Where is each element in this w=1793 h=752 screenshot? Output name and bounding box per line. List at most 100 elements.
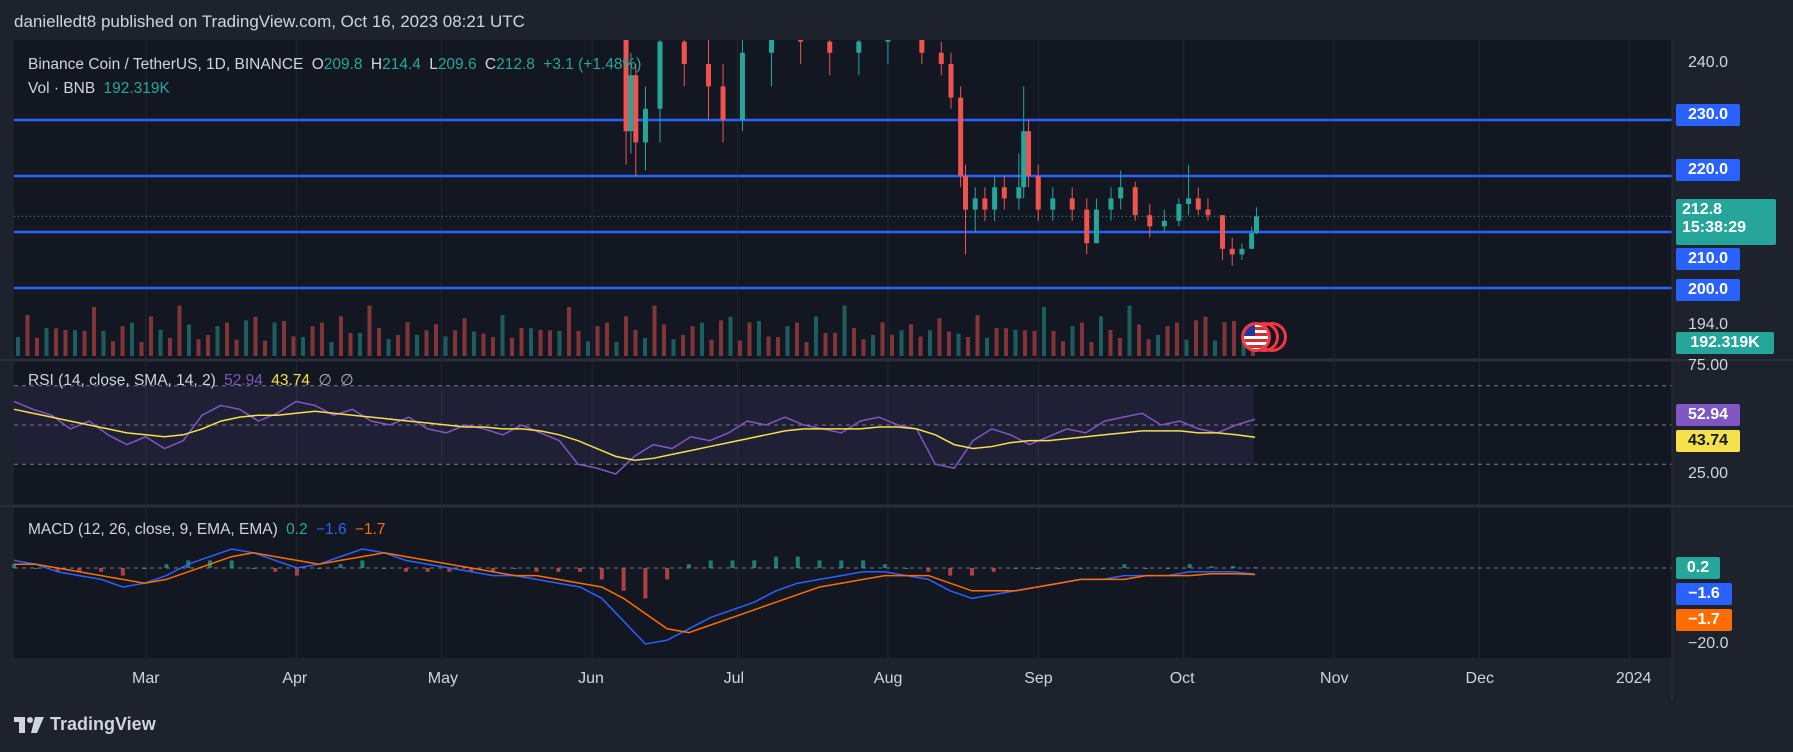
macd-signal-value: −1.7	[354, 521, 386, 538]
volume-bar	[253, 316, 258, 356]
volume-bar	[947, 331, 951, 356]
volume-bar	[168, 338, 172, 356]
candle-body	[885, 40, 891, 42]
volume-bar	[1137, 324, 1141, 356]
candle-body	[1016, 187, 1022, 199]
volume-bar	[1222, 322, 1227, 356]
candle-body	[1108, 198, 1114, 210]
volume-tag[interactable]: 192.319K	[1676, 332, 1774, 354]
time-axis-label: 2024	[1615, 670, 1652, 687]
volume-bar	[443, 336, 448, 356]
macd-hist-bar	[643, 568, 648, 599]
us-flag-graphic	[1244, 325, 1268, 349]
candle-body	[827, 41, 833, 53]
volume-bar	[377, 328, 381, 356]
volume-label[interactable]: Vol · BNB	[28, 80, 96, 97]
volume-bar	[738, 340, 742, 356]
candle-body	[1249, 233, 1255, 249]
volume-bar	[595, 326, 600, 356]
volume-bar	[1051, 330, 1056, 356]
volume-bar	[728, 316, 733, 356]
us-flag-icon[interactable]	[1241, 322, 1271, 352]
macd-hist-bar	[817, 560, 822, 568]
candle-body	[938, 52, 944, 64]
volume-bar	[16, 337, 20, 356]
macd-hist-bar	[730, 560, 735, 568]
volume-bar	[918, 336, 923, 356]
volume-bar	[538, 329, 543, 356]
rsi-value: 52.94	[224, 372, 263, 389]
time-axis-label: Mar	[132, 670, 160, 687]
volume-bar	[994, 328, 999, 356]
volume-bar	[187, 324, 191, 356]
candle-countdown: 15:38:29	[1682, 219, 1747, 236]
volume-bar	[111, 341, 115, 356]
macd-label[interactable]: MACD (12, 26, close, 9, EMA, EMA)	[28, 521, 278, 538]
macd-hist-bar	[1057, 568, 1062, 569]
macd-hist-bar	[926, 568, 931, 572]
candle-body	[1069, 198, 1075, 210]
macd-hist-bar	[795, 556, 800, 568]
symbol-label[interactable]: Binance Coin / TetherUS, 1D, BINANCE	[28, 56, 304, 73]
macd-signal-tag[interactable]: −1.7	[1676, 609, 1732, 631]
volume-bar	[624, 316, 628, 356]
volume-bar	[73, 330, 77, 356]
volume-bar	[1089, 342, 1094, 356]
volume-bar	[1004, 328, 1008, 356]
time-axis-label: Sep	[1024, 670, 1053, 687]
macd-hist-bar	[1035, 568, 1040, 569]
macd-hist-bar	[1100, 568, 1105, 569]
footer-brand[interactable]: TradingView	[14, 714, 156, 735]
rsi-sma-tag[interactable]: 43.74	[1676, 430, 1740, 452]
volume-bar	[1061, 341, 1065, 356]
volume-bar	[747, 322, 752, 356]
volume-bar	[92, 307, 96, 356]
volume-bar	[871, 335, 875, 356]
rsi-line	[13, 400, 1256, 475]
level-tag-200[interactable]: 200.0	[1676, 279, 1740, 301]
volume-bar	[1146, 339, 1151, 356]
time-axis-label: Dec	[1465, 670, 1494, 687]
volume-bar	[263, 340, 267, 356]
rsi-tag[interactable]: 52.94	[1676, 404, 1740, 426]
high-label: H	[370, 56, 383, 73]
candle-body	[948, 64, 954, 98]
volume-bar	[481, 333, 486, 356]
volume-bar	[567, 307, 571, 356]
time-axis-label: May	[427, 670, 459, 687]
volume-bar	[301, 337, 305, 356]
open-value: 209.8	[323, 56, 363, 73]
volume-bar	[766, 336, 771, 356]
macd-hist-bar	[273, 568, 278, 572]
macd-hist-bar	[490, 568, 495, 572]
price-pane	[14, 40, 1672, 358]
macd-hist-bar	[12, 564, 16, 568]
close-value: 212.8	[496, 56, 535, 73]
level-tag-230[interactable]: 230.0	[1676, 104, 1740, 126]
volume-bar	[1127, 305, 1132, 356]
candle-body	[739, 52, 745, 120]
time-axis-label: Nov	[1320, 670, 1349, 687]
volume-bar	[605, 322, 609, 356]
level-tag-220[interactable]: 220.0	[1676, 159, 1740, 181]
macd-hist-tag[interactable]: 0.2	[1676, 557, 1720, 579]
volume-legend: Vol · BNB 192.319K	[28, 80, 174, 98]
macd-tag[interactable]: −1.6	[1676, 583, 1732, 605]
low-label: L	[429, 56, 438, 73]
candle-body	[1021, 131, 1027, 188]
volume-bar	[234, 339, 239, 356]
volume-bar	[139, 342, 144, 356]
volume-bar	[633, 329, 638, 356]
candle-body	[1176, 204, 1182, 221]
level-tag-210[interactable]: 210.0	[1676, 248, 1740, 270]
last-price-tag[interactable]: 212.8 15:38:29	[1676, 199, 1776, 245]
macd-hist-bar	[599, 568, 604, 580]
rsi-label[interactable]: RSI (14, close, SMA, 14, 2)	[28, 372, 216, 389]
macd-hist-bar	[686, 564, 691, 568]
tradingview-logo-icon	[14, 716, 44, 733]
volume-bar	[282, 321, 286, 356]
macd-hist-bar	[360, 560, 365, 568]
macd-hist-bar	[774, 556, 779, 568]
volume-bar	[149, 316, 153, 356]
